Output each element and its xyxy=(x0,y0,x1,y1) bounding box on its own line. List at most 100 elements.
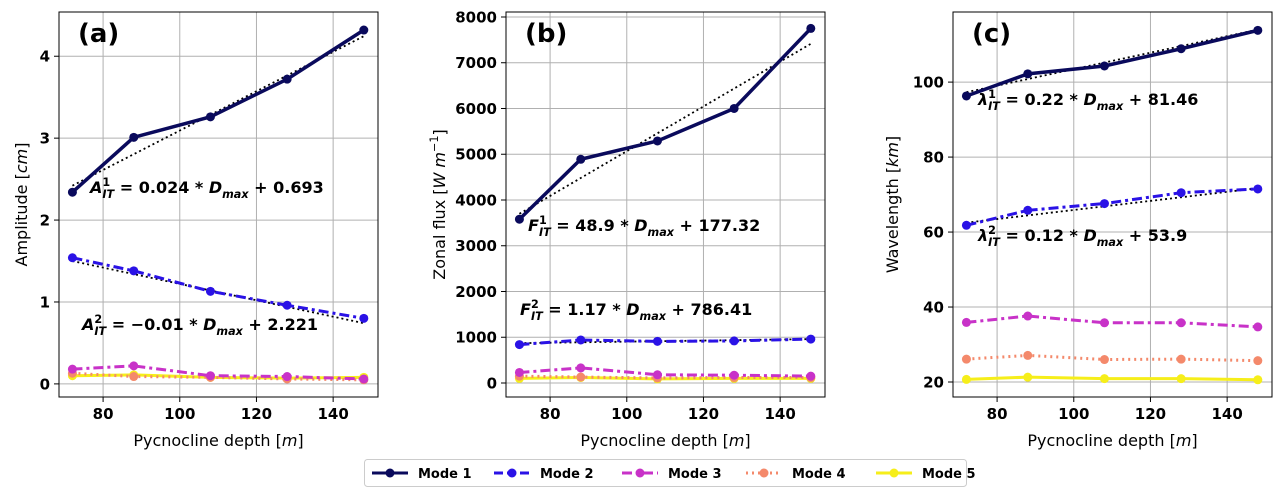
series-line xyxy=(966,187,1258,227)
y-tick-label: 60 xyxy=(923,224,944,242)
text-part: Wavelength [ xyxy=(883,167,902,273)
series-line xyxy=(71,28,365,194)
text-part: cm xyxy=(12,149,31,173)
legend-label: Mode 1 xyxy=(418,467,472,482)
text-part: m xyxy=(282,431,298,450)
equation: λ2 IT = 0.12 * Dmax + 53.9 xyxy=(977,224,1187,249)
marker xyxy=(806,371,816,381)
marker xyxy=(576,363,586,373)
series-line xyxy=(519,366,811,378)
text-part: ] xyxy=(12,143,31,149)
text-part: Pycnocline depth [ xyxy=(580,431,729,450)
text-part: Pycnocline depth [ xyxy=(133,431,282,450)
marker xyxy=(652,136,662,146)
marker xyxy=(1176,354,1186,364)
text-part: ] xyxy=(297,431,303,450)
marker xyxy=(576,154,586,164)
text-part: max xyxy=(1097,236,1124,249)
marker xyxy=(1023,311,1033,321)
text-part: + 177.32 xyxy=(674,216,760,235)
equation: F1 IT = 48.9 * Dmax + 177.32 xyxy=(528,214,760,239)
series-line xyxy=(519,374,811,380)
marker xyxy=(1176,374,1186,384)
y-tick-label: 0 xyxy=(40,375,50,393)
equation: A2 IT = −0.01 * Dmax + 2.221 xyxy=(80,313,318,338)
fit-line xyxy=(518,43,812,215)
marker xyxy=(514,214,524,224)
text-part: 2 xyxy=(94,313,102,326)
x-axis-label: Pycnocline depth [m] xyxy=(133,431,303,450)
marker xyxy=(67,364,77,374)
plot-frame xyxy=(58,11,379,398)
text-part: + 81.46 xyxy=(1123,90,1198,109)
text-part: A xyxy=(88,178,102,197)
y-tick-label: 2 xyxy=(40,212,50,230)
marker xyxy=(205,112,215,122)
text-part: m xyxy=(1176,431,1192,450)
x-tick-label: 120 xyxy=(1135,405,1166,423)
marker xyxy=(961,374,971,384)
y-tick-label: 0 xyxy=(487,375,497,393)
series-line xyxy=(966,375,1258,382)
y-axis-label: Zonal flux [W m−1] xyxy=(428,129,449,280)
legend-marker xyxy=(507,468,517,478)
text-part: = −0.01 * xyxy=(106,315,203,334)
text-part: D xyxy=(203,315,216,334)
y-tick-label: 5000 xyxy=(455,146,497,164)
legend-marker xyxy=(385,468,395,478)
series-line xyxy=(519,337,811,347)
marker xyxy=(961,220,971,230)
marker xyxy=(129,266,139,276)
marker xyxy=(729,370,739,380)
y-tick-label: 4000 xyxy=(455,191,497,209)
text-part: + 53.9 xyxy=(1123,226,1187,245)
text-part: m xyxy=(729,431,745,450)
marker xyxy=(359,374,369,384)
text-part: W m xyxy=(430,152,449,189)
marker xyxy=(1099,61,1109,71)
marker xyxy=(514,340,524,350)
text-part: A xyxy=(80,315,94,334)
text-part: = 0.024 * xyxy=(114,178,209,197)
text-part: ] xyxy=(744,431,750,450)
text-part: −1 xyxy=(428,136,441,153)
y-tick-label: 100 xyxy=(913,74,944,92)
y-tick-label: 80 xyxy=(923,149,944,167)
x-tick-label: 140 xyxy=(764,405,795,423)
marker xyxy=(576,335,586,345)
y-axis-label: Amplitude [cm] xyxy=(12,143,31,267)
text-part: IT xyxy=(988,236,1001,249)
text-part: IT xyxy=(531,310,544,323)
equation: λ1 IT = 0.22 * Dmax + 81.46 xyxy=(977,88,1198,113)
marker xyxy=(1099,374,1109,384)
text-part: IT xyxy=(94,325,107,338)
x-tick-label: 80 xyxy=(93,405,114,423)
text-part: ] xyxy=(1191,431,1197,450)
marker xyxy=(1099,355,1109,365)
text-part: D xyxy=(1083,90,1096,109)
marker xyxy=(729,336,739,346)
marker xyxy=(1253,322,1263,332)
marker xyxy=(1253,356,1263,366)
series-line xyxy=(518,27,813,221)
text-part: Pycnocline depth [ xyxy=(1027,431,1176,450)
text-part: IT xyxy=(102,188,115,201)
y-tick-label: 4 xyxy=(40,48,50,66)
marker xyxy=(1176,318,1186,328)
x-tick-label: 120 xyxy=(241,405,272,423)
text-part: IT xyxy=(988,100,1001,113)
marker xyxy=(729,103,739,113)
marker xyxy=(1176,44,1186,54)
text-part: + 2.221 xyxy=(243,315,318,334)
text-part: 1 xyxy=(102,176,110,189)
y-tick-label: 20 xyxy=(923,374,944,392)
text-part: + 0.693 xyxy=(249,178,324,197)
marker xyxy=(282,300,292,310)
legend-label: Mode 2 xyxy=(540,467,594,482)
text-part: 2 xyxy=(531,298,539,311)
marker xyxy=(514,367,524,377)
marker xyxy=(129,372,139,382)
panel-label: (a) xyxy=(78,19,119,49)
y-tick-label: 3 xyxy=(40,130,50,148)
